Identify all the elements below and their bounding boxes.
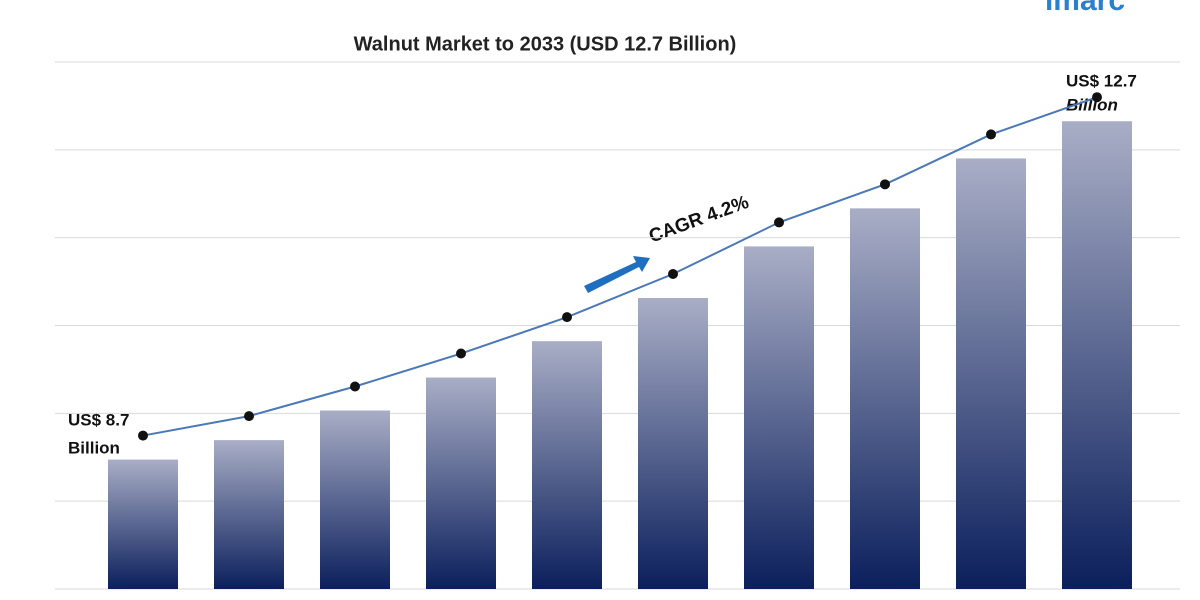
trend-point [138, 430, 148, 441]
trend-point [456, 348, 466, 359]
trend-point [774, 217, 784, 228]
trend-point [350, 381, 360, 392]
bar [744, 246, 814, 589]
trend-point [562, 312, 572, 323]
bar [532, 341, 602, 589]
start-label: US$ 8.7 [68, 410, 129, 429]
cagr-arrow [584, 256, 650, 293]
bar [1062, 121, 1132, 589]
trend-point [986, 129, 996, 140]
bar [426, 377, 496, 589]
end-label: Billion [1066, 95, 1118, 114]
bar [108, 459, 178, 589]
trend-point [1092, 92, 1102, 103]
trend-line [142, 96, 1098, 437]
trend-point [880, 179, 890, 190]
start-label: Billion [68, 438, 120, 457]
cagr-label: CAGR 4.2% [646, 192, 752, 248]
trend-point [668, 269, 678, 280]
logo: imarc [1045, 0, 1125, 17]
bar [638, 298, 708, 589]
end-label: US$ 12.7 [1066, 71, 1137, 90]
chart-title: Walnut Market to 2033 (USD 12.7 Billion) [354, 33, 737, 55]
bar [850, 208, 920, 589]
trend-point [244, 411, 254, 422]
bar [214, 440, 284, 589]
bar [320, 410, 390, 589]
bar [956, 158, 1026, 589]
